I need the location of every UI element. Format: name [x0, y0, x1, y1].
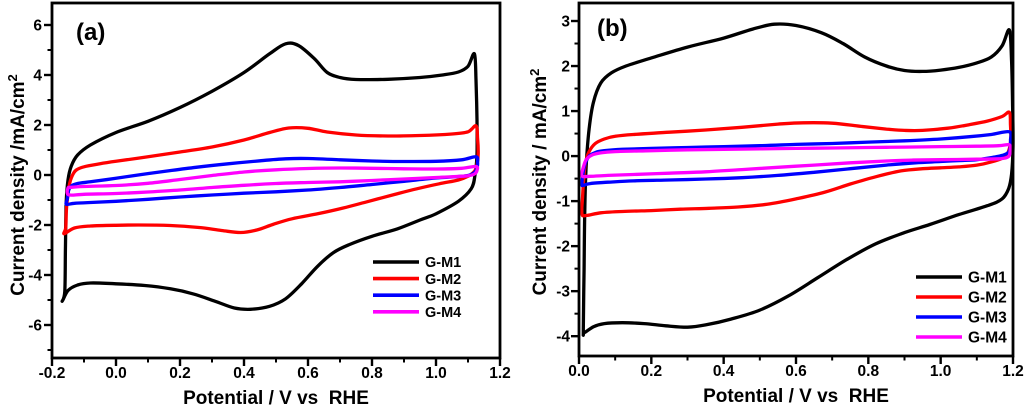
curve-G-M2: [580, 110, 1013, 218]
curve-G-M1: [581, 22, 1015, 337]
x-tick-label: 0.2: [169, 365, 191, 382]
legend-label-G-M2: G-M2: [425, 272, 461, 288]
legend-item-G-M3: G-M3: [373, 288, 461, 304]
legend-item-G-M4: G-M4: [373, 305, 461, 321]
x-tick-label: 1.0: [425, 365, 447, 382]
x-tick-label: 1.2: [489, 365, 511, 382]
x-tick-label: 0.8: [858, 363, 880, 380]
y-tick-label: 2: [33, 118, 42, 135]
x-tick-label: 0.0: [105, 365, 127, 382]
x-tick-label: 0.8: [361, 365, 383, 382]
legend-label-G-M4: G-M4: [425, 305, 461, 321]
x-tick-label: 0.0: [568, 363, 590, 380]
legend: G-M1 G-M2 G-M3 G-M4: [916, 270, 1007, 347]
legend-item-G-M1: G-M1: [916, 270, 1007, 287]
y-tick-label: 0: [33, 168, 42, 185]
legend-item-G-M3: G-M3: [916, 310, 1007, 327]
legend-label-G-M1: G-M1: [968, 270, 1007, 287]
x-tick-label: 0.2: [641, 363, 663, 380]
curve-G-M2: [62, 124, 480, 236]
legend-label-G-M3: G-M3: [968, 310, 1007, 327]
y-tick-label: 0: [561, 149, 570, 166]
legend-label-G-M2: G-M2: [968, 290, 1007, 307]
y-tick-label: -1: [556, 194, 570, 211]
cv-curves: [579, 22, 1015, 337]
curve-G-M4: [65, 164, 480, 197]
ticks: [571, 19, 1015, 364]
y-tick-label: -2: [556, 239, 570, 256]
y-tick-label: -6: [28, 318, 42, 335]
curve-G-M4: [579, 142, 1013, 179]
legend-label-G-M3: G-M3: [425, 288, 461, 304]
y-tick-label: 3: [561, 14, 570, 31]
legend: G-M1G-M2G-M3G-M4: [373, 255, 461, 321]
panel-letter: (a): [76, 19, 105, 46]
x-tick-label: 0.4: [233, 365, 255, 382]
y-tick-label: -3: [556, 284, 570, 301]
ticks: [44, 23, 502, 366]
legend-item-G-M1: G-M1: [373, 255, 461, 271]
legend-item-G-M2: G-M2: [916, 290, 1007, 307]
x-tick-label: 0.4: [713, 363, 735, 380]
panel-letter: (b): [597, 15, 628, 42]
y-tick-label: -4: [28, 268, 42, 285]
legend-label-G-M4: G-M4: [968, 330, 1007, 347]
x-tick-label: 0.6: [297, 365, 319, 382]
x-tick-label: 1.2: [1002, 363, 1024, 380]
panel-a: -0.2 0.0 0.2 0.4 0.6 0.8 1.0 1.2 6 4 2 0 -2 -4 -6 Poten…: [5, 1, 511, 409]
curve-G-M3: [64, 155, 480, 207]
y-axis-label: Current density / mA/cm2: [527, 69, 551, 296]
y-tick-label: -4: [556, 329, 570, 346]
x-tick-label: 1.0: [930, 363, 952, 380]
legend-label-G-M1: G-M1: [425, 255, 461, 271]
panel-b: 0.0 0.2 0.4 0.6 0.8 1.0 1.2 3 2 1 0 -1 -2 -3 -4 Potenti…: [527, 1, 1024, 407]
cv-curves: [60, 41, 480, 312]
y-tick-label: 6: [33, 18, 42, 35]
legend-item-G-M4: G-M4: [916, 330, 1007, 347]
x-axis-label: Potential / V vs RHE: [703, 386, 889, 407]
y-tick-label: 4: [33, 68, 42, 85]
x-tick-label: -0.2: [39, 365, 66, 382]
y-tick-label: 1: [561, 104, 570, 121]
y-axis-label: Current density /mA/cm2: [5, 74, 29, 296]
legend-item-G-M2: G-M2: [373, 272, 461, 288]
y-tick-label: -2: [28, 218, 42, 235]
curve-G-M1: [60, 41, 479, 312]
y-tick-label: 2: [561, 59, 570, 76]
x-axis-label: Potential / V vs RHE: [183, 388, 369, 409]
x-tick-label: 0.6: [785, 363, 807, 380]
